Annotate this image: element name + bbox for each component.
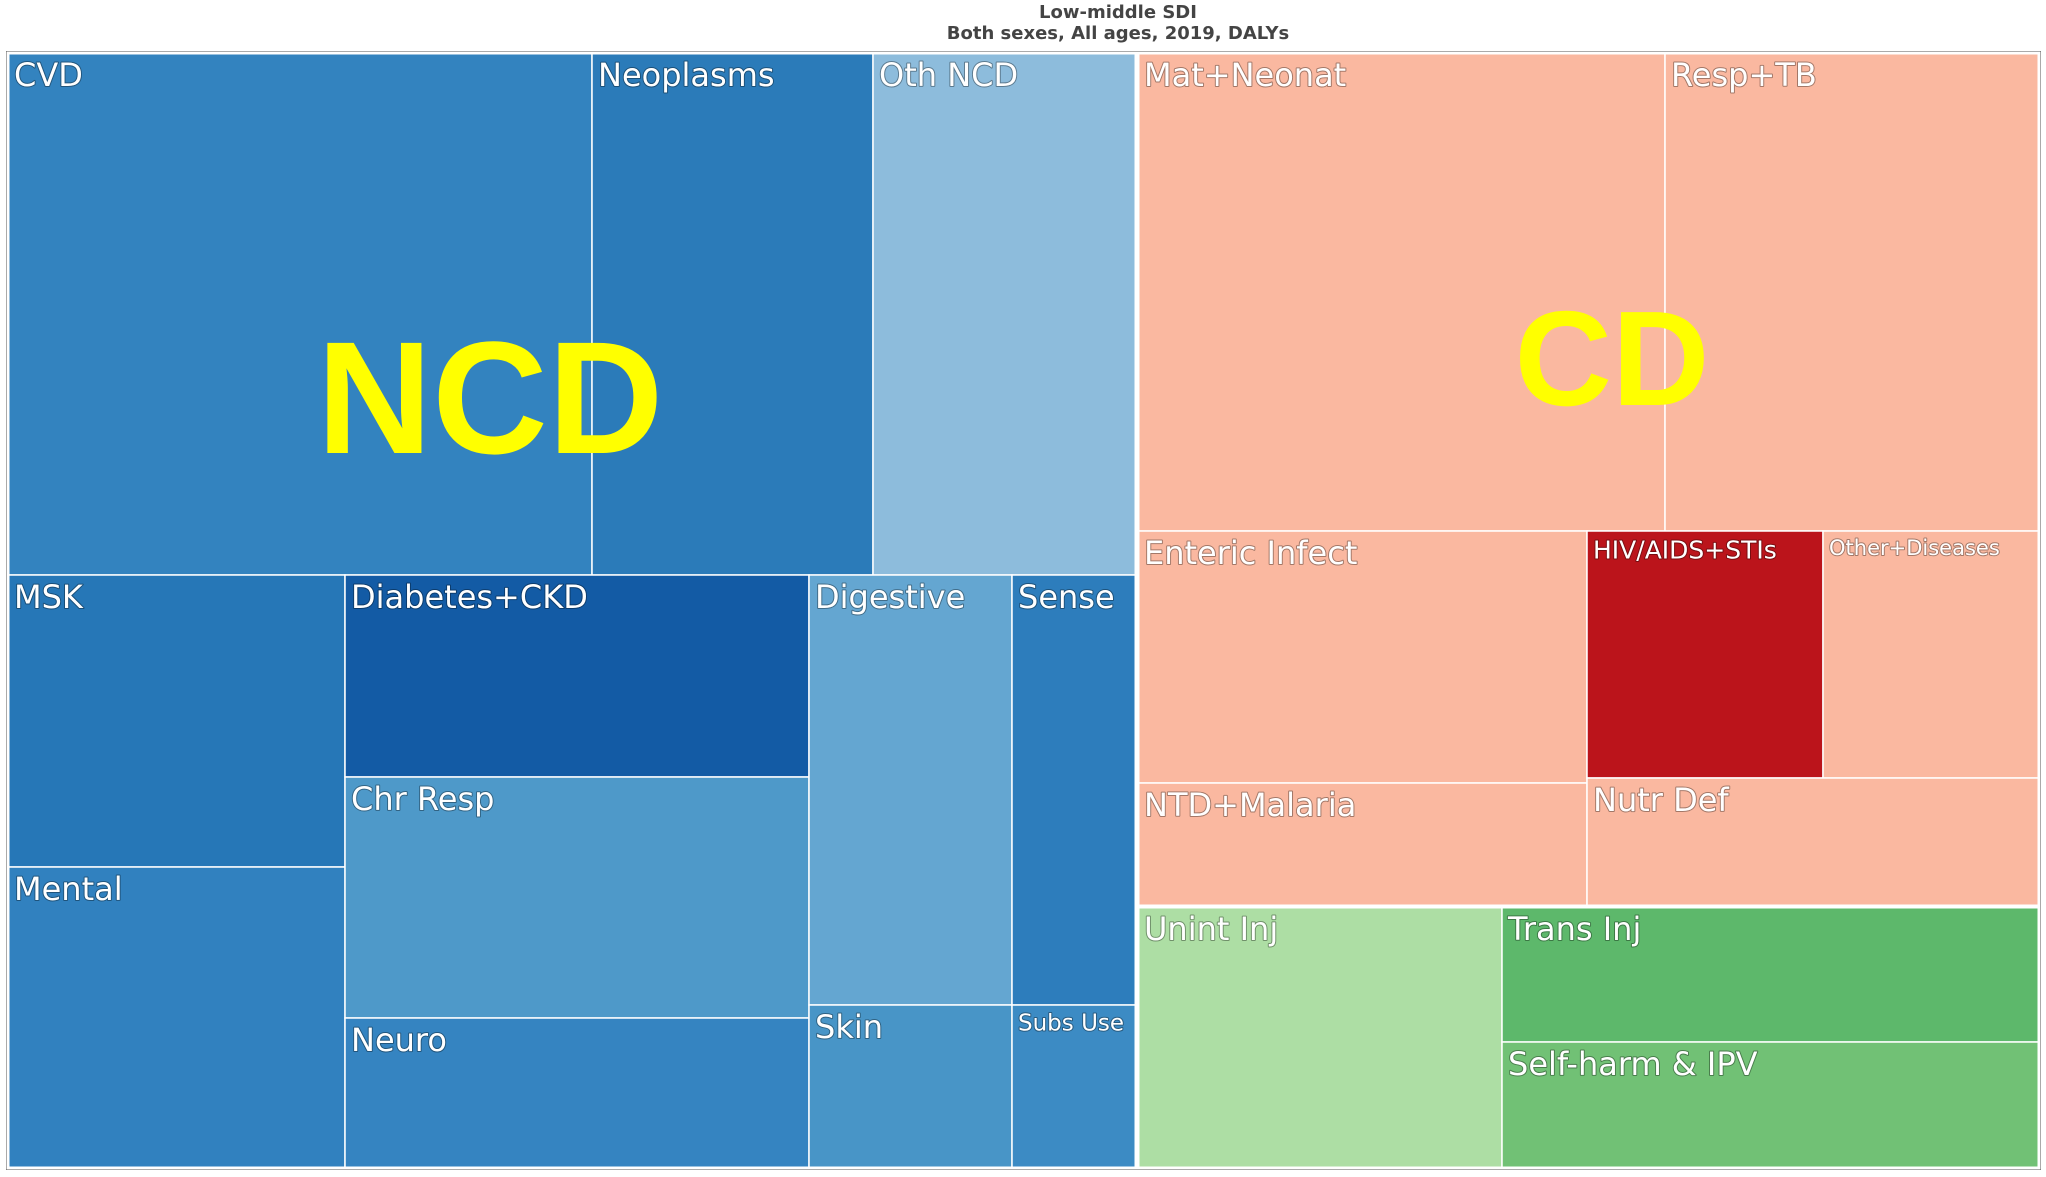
treemap-label-enteric-infect: Enteric Infect <box>1144 534 1357 572</box>
injuries-group-border <box>1136 905 2041 1170</box>
treemap-label-nutr-def: Nutr Def <box>1593 781 1729 819</box>
treemap-label-self-harm-ipv: Self-harm & IPV <box>1508 1045 1758 1083</box>
treemap-cell-neoplasms[interactable] <box>591 52 874 576</box>
treemap-cell-diabetes-ckd[interactable] <box>344 574 810 778</box>
treemap-cell-nutr-def[interactable] <box>1586 777 2040 907</box>
chart-title: Low-middle SDI <box>1039 2 1197 23</box>
treemap-cell-trans-inj[interactable] <box>1501 906 2040 1043</box>
treemap-cell-enteric-infect[interactable] <box>1137 530 1588 784</box>
treemap-label-unint-inj: Unint Inj <box>1144 910 1278 948</box>
group-dividers <box>6 51 2041 1170</box>
treemap-label-diabetes-ckd: Diabetes+CKD <box>351 578 588 616</box>
treemap-cell-mental[interactable] <box>7 866 346 1169</box>
treemap-cell-oth-ncd[interactable] <box>872 52 1137 576</box>
treemap-cell-msk[interactable] <box>7 574 346 868</box>
treemap-cell-resp-tb[interactable] <box>1664 52 2040 532</box>
treemap-label-sense: Sense <box>1018 578 1115 616</box>
treemap-cell-chr-resp[interactable] <box>344 776 810 1019</box>
treemap-cell-mat-neonat[interactable] <box>1137 52 1666 532</box>
treemap-label-cvd: CVD <box>14 56 83 94</box>
treemap-cell-digestive[interactable] <box>808 574 1013 1006</box>
ncd-group-border <box>6 51 1138 1170</box>
treemap-cell-sense[interactable] <box>1011 574 1137 1006</box>
treemap-label-msk: MSK <box>14 578 84 616</box>
treemap-cell-skin[interactable] <box>808 1004 1013 1169</box>
treemap-label-neoplasms: Neoplasms <box>598 56 775 94</box>
group-labels: NCD CD <box>317 283 1710 487</box>
treemap-leaves: CVD Neoplasms Oth NCD MSK Mental Diabetes+CKD… <box>7 52 2040 1169</box>
group-label-ncd: NCD <box>317 308 664 487</box>
treemap-label-neuro: Neuro <box>351 1021 447 1059</box>
chart-subtitle: Both sexes, All ages, 2019, DALYs <box>946 23 1290 44</box>
treemap-label-hiv-aids-stis: HIV/AIDS+STIs <box>1593 535 1777 564</box>
treemap-label-oth-ncd: Oth NCD <box>879 56 1018 94</box>
treemap-label-subs-use: Subs Use <box>1018 1011 1124 1037</box>
treemap-cell-ntd-malaria[interactable] <box>1137 782 1588 907</box>
treemap-label-chr-resp: Chr Resp <box>351 780 494 818</box>
treemap-label-digestive: Digestive <box>815 578 965 616</box>
treemap-label-ntd-malaria: NTD+Malaria <box>1144 786 1356 824</box>
treemap-cell-hiv-aids-stis[interactable] <box>1586 530 1824 779</box>
treemap-label-trans-inj: Trans Inj <box>1507 910 1641 948</box>
treemap-label-mat-neonat: Mat+Neonat <box>1144 56 1346 94</box>
treemap-label-resp-tb: Resp+TB <box>1671 56 1817 94</box>
chart-title-block: Low-middle SDI Both sexes, All ages, 201… <box>0 2 2046 44</box>
treemap-label-skin: Skin <box>815 1008 883 1046</box>
group-label-cd: CD <box>1515 283 1710 434</box>
treemap-cell-neuro[interactable] <box>344 1017 810 1169</box>
treemap-label-other-diseases: Other+Diseases <box>1829 536 2000 560</box>
treemap-cell-self-harm-ipv[interactable] <box>1501 1041 2040 1169</box>
treemap-label-mental: Mental <box>14 870 123 908</box>
treemap-cell-unint-inj[interactable] <box>1137 906 1503 1169</box>
treemap-cell-other-diseases[interactable] <box>1822 530 2040 779</box>
